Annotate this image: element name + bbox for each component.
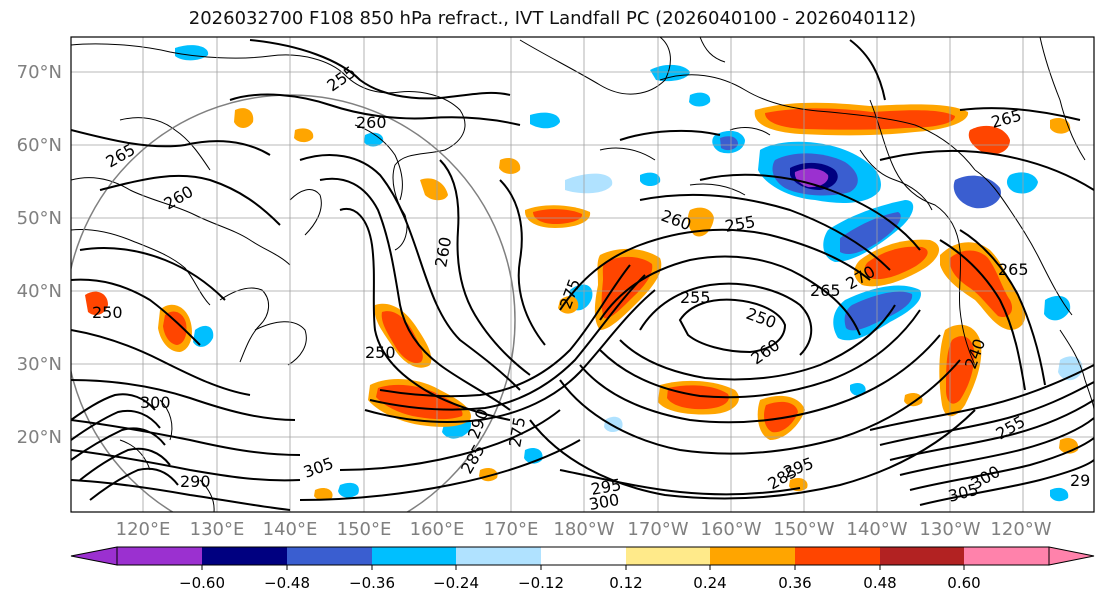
colorbar-tick-label: −0.36 bbox=[349, 574, 395, 592]
colorbar-tick-label: 0.24 bbox=[693, 574, 726, 592]
lon-label: 130°E bbox=[190, 519, 245, 540]
colorbar-segment bbox=[202, 547, 287, 565]
lon-label: 120°W bbox=[990, 519, 1051, 540]
lat-label: 30°N bbox=[17, 354, 62, 375]
lon-label: 180°W bbox=[553, 519, 614, 540]
lon-label: 160°W bbox=[700, 519, 761, 540]
lat-label: 70°N bbox=[17, 62, 62, 83]
colorbar-extend-low bbox=[70, 546, 118, 566]
colorbar-tick-label: −0.24 bbox=[433, 574, 479, 592]
contour-label: 250 bbox=[92, 303, 123, 322]
figure-title: 2026032700 F108 850 hPa refract., IVT La… bbox=[188, 8, 917, 29]
latitude-labels: 70°N 60°N 50°N 40°N 30°N 20°N bbox=[17, 62, 62, 448]
coastlines bbox=[71, 37, 1094, 512]
colorbar-tick-label: 0.60 bbox=[947, 574, 980, 592]
lon-label: 150°E bbox=[337, 519, 392, 540]
contour-label: 300 bbox=[587, 490, 620, 514]
contour-label: 265 bbox=[998, 260, 1029, 279]
colorbar-tick-label: 0.12 bbox=[609, 574, 642, 592]
colorbar: −0.60 −0.48 −0.36 −0.24 −0.12 0.12 0.24 … bbox=[70, 546, 1095, 592]
lon-label: 140°W bbox=[846, 519, 907, 540]
lat-label: 20°N bbox=[17, 427, 62, 448]
colorbar-segment bbox=[880, 547, 964, 565]
colorbar-frame bbox=[116, 546, 1050, 566]
contour-label: 260 bbox=[356, 113, 387, 132]
colorbar-segment bbox=[795, 547, 880, 565]
lon-label: 170°E bbox=[484, 519, 539, 540]
lat-label: 40°N bbox=[17, 281, 62, 302]
gridlines bbox=[71, 37, 1094, 512]
colorbar-tick-label: −0.60 bbox=[179, 574, 225, 592]
lon-label: 120°E bbox=[116, 519, 171, 540]
lon-label: 130°W bbox=[919, 519, 980, 540]
lon-label: 170°W bbox=[627, 519, 688, 540]
colorbar-segment bbox=[626, 547, 710, 565]
contour-label: 255 bbox=[680, 288, 711, 307]
colorbar-tick-label: −0.12 bbox=[518, 574, 564, 592]
colorbar-tick-label: 0.48 bbox=[863, 574, 896, 592]
lat-label: 50°N bbox=[17, 208, 62, 229]
contour-label: 29 bbox=[1070, 471, 1090, 490]
colorbar-segment bbox=[287, 547, 372, 565]
lon-label: 140°E bbox=[263, 519, 318, 540]
longitude-labels: 120°E 130°E 140°E 150°E 160°E 170°E 180°… bbox=[116, 519, 1052, 540]
colorbar-segment bbox=[964, 547, 1049, 565]
contour-label: 265 bbox=[810, 281, 841, 300]
lon-label: 150°W bbox=[773, 519, 834, 540]
lon-label: 160°E bbox=[410, 519, 465, 540]
colorbar-segment bbox=[372, 547, 456, 565]
colorbar-segment bbox=[541, 547, 626, 565]
colorbar-segment bbox=[710, 547, 795, 565]
colorbar-tick-label: 0.36 bbox=[778, 574, 811, 592]
lat-label: 60°N bbox=[17, 135, 62, 156]
contour-label: 290 bbox=[180, 472, 211, 491]
contour-label: 250 bbox=[365, 343, 396, 362]
contour-label: 300 bbox=[140, 393, 171, 412]
colorbar-segment bbox=[117, 547, 202, 565]
colorbar-tick-label: −0.48 bbox=[264, 574, 310, 592]
map-area: 255 260 265 260 265 260 255 250 250 260 … bbox=[71, 37, 1094, 514]
map-frame bbox=[70, 36, 1095, 513]
colorbar-extend-high bbox=[1048, 546, 1095, 566]
colorbar-segment bbox=[456, 547, 541, 565]
refractivity-contours bbox=[71, 39, 1094, 511]
